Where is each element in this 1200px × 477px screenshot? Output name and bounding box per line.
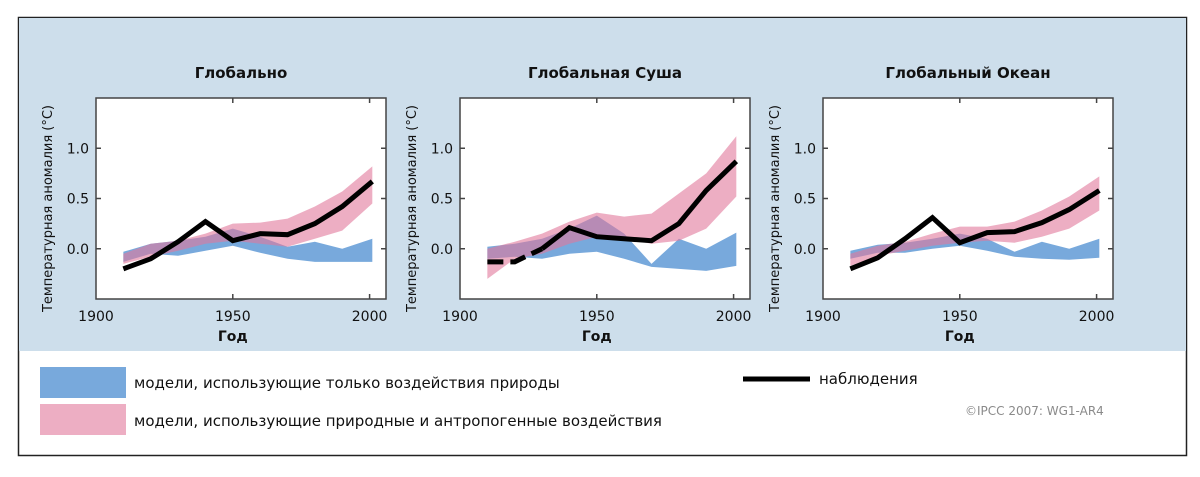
band-anthropogenic-models xyxy=(123,166,373,264)
observed-line-dashed xyxy=(487,246,544,265)
x-tick-label: 2000 xyxy=(716,309,752,325)
chart-title: Глобальная Суша xyxy=(528,64,682,82)
legend-label-anthropogenic: модели, использующие природные и антропо… xyxy=(134,412,662,430)
band-natural-models xyxy=(123,228,373,262)
observed-line xyxy=(122,179,374,272)
chart-panel-1: 1900 1950 2000 0.0 0.5 1.0 Глобально Год Темпера… xyxy=(41,64,387,345)
x-tick-label: 1900 xyxy=(805,309,841,325)
legend-swatch-anthropogenic xyxy=(40,404,126,435)
legend: модели, использующие только воздействия … xyxy=(40,367,918,435)
x-tick-label: 1950 xyxy=(579,309,615,325)
legend-label-natural: модели, использующие только воздействия … xyxy=(134,374,560,392)
chart-title: Глобально xyxy=(195,64,288,82)
plot-area xyxy=(823,98,1113,299)
y-tick-label: 0.0 xyxy=(794,242,816,258)
chart-panels: 1900 1950 2000 0.0 0.5 1.0 Глобально Год Темпера… xyxy=(41,64,1114,345)
y-tick-label: 0.0 xyxy=(431,242,453,258)
chart-title: Глобальный Океан xyxy=(885,64,1050,82)
x-tick-label: 1950 xyxy=(215,309,251,325)
y-tick-label: 1.0 xyxy=(67,141,89,157)
y-tick-label: 0.0 xyxy=(67,242,89,258)
y-axis-label: Температурная аномалия (°C) xyxy=(405,105,420,313)
observed-line xyxy=(540,159,739,251)
band-natural-models xyxy=(487,215,737,271)
x-axis-label: Год xyxy=(218,329,248,345)
band-anthropogenic-models xyxy=(850,176,1100,266)
chart-panel-2: 1900 1950 2000 0.0 0.5 1.0 Глобальная Суша Год Т… xyxy=(405,64,751,345)
copyright-notice: ©IPCC 2007: WG1-AR4 xyxy=(965,404,1104,418)
band-natural-models xyxy=(850,233,1100,260)
x-axis-label: Год xyxy=(945,329,975,345)
y-axis-label: Температурная аномалия (°C) xyxy=(768,105,783,313)
legend-swatch-natural xyxy=(40,367,126,398)
y-tick-label: 0.5 xyxy=(67,192,89,208)
legend-label-observed: наблюдения xyxy=(819,370,918,388)
y-axis-label: Температурная аномалия (°C) xyxy=(41,105,56,313)
x-tick-label: 1900 xyxy=(442,309,478,325)
x-tick-label: 2000 xyxy=(1079,309,1115,325)
x-tick-label: 1950 xyxy=(942,309,978,325)
y-tick-label: 1.0 xyxy=(794,141,816,157)
x-tick-label: 1900 xyxy=(78,309,114,325)
y-tick-label: 0.5 xyxy=(431,192,453,208)
x-axis-label: Год xyxy=(582,329,612,345)
y-tick-label: 0.5 xyxy=(794,192,816,208)
observed-line xyxy=(849,188,1101,272)
chart-panel-3: 1900 1950 2000 0.0 0.5 1.0 Глобальный Океан Год… xyxy=(768,64,1114,345)
x-tick-label: 2000 xyxy=(352,309,388,325)
y-tick-label: 1.0 xyxy=(431,141,453,157)
